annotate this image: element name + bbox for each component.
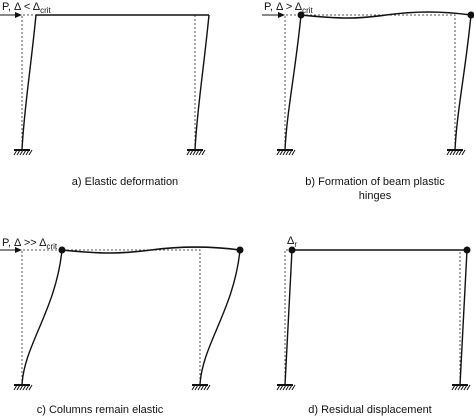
hatch: [186, 149, 191, 156]
label-main: Δ: [287, 235, 295, 247]
hatch: [203, 384, 208, 391]
load-label: P, Δ > Δcrit: [264, 1, 314, 15]
hatch: [25, 149, 30, 156]
hatch: [194, 384, 199, 391]
hatch: [19, 384, 24, 391]
hatch: [22, 384, 27, 391]
hatch: [198, 149, 203, 156]
plastic-hinge: [467, 11, 474, 19]
load-label: Δr: [287, 235, 297, 249]
plastic-hinge: [297, 11, 305, 19]
hatch: [276, 384, 281, 391]
column: [21, 14, 37, 151]
caption: b) Formation of beam plastic hinges: [305, 176, 445, 202]
column: [284, 14, 302, 151]
label-main: P, Δ > Δ: [264, 1, 303, 13]
original-frame: [21, 14, 196, 150]
arrow-head: [15, 12, 22, 18]
hatch: [454, 384, 459, 391]
hatch: [461, 149, 466, 156]
column: [284, 249, 293, 386]
caption: c) Columns remain elastic: [36, 404, 164, 416]
hatch: [449, 149, 454, 156]
hatch: [195, 149, 200, 156]
label-sub: crit: [302, 6, 313, 15]
hatch: [22, 149, 27, 156]
arrow-head: [15, 247, 22, 253]
hatch: [452, 149, 457, 156]
column: [199, 249, 241, 386]
original-frame: [284, 14, 456, 150]
beam: [300, 11, 472, 19]
hatch: [288, 384, 293, 391]
plastic-hinge: [58, 246, 66, 254]
hatch: [276, 149, 281, 156]
hatch: [25, 384, 30, 391]
column: [454, 14, 472, 151]
hatch: [28, 384, 33, 391]
caption: d) Residual displacement: [308, 404, 432, 416]
hatch: [13, 149, 18, 156]
hatch: [291, 384, 296, 391]
load-label: P, Δ < Δcrit: [2, 1, 52, 15]
original-frame: [21, 249, 201, 385]
hatch: [457, 384, 462, 391]
column: [459, 249, 468, 386]
hatch: [458, 149, 463, 156]
hatch: [201, 149, 206, 156]
column: [194, 14, 210, 151]
label-main: P, Δ < Δ: [2, 1, 41, 13]
hatch: [189, 149, 194, 156]
hatch: [197, 384, 202, 391]
hatch: [282, 149, 287, 156]
arrow-head: [278, 12, 285, 18]
hatch: [446, 149, 451, 156]
hatch: [28, 149, 33, 156]
hatch: [466, 384, 471, 391]
hatch: [279, 384, 284, 391]
column: [21, 249, 63, 386]
hatch: [192, 149, 197, 156]
hatch: [451, 384, 456, 391]
hatch: [282, 384, 287, 391]
hatch: [200, 384, 205, 391]
hatch: [206, 384, 211, 391]
hatch: [285, 149, 290, 156]
original-frame: [284, 249, 461, 385]
plastic-hinge: [288, 246, 296, 254]
label-sub: crit: [40, 6, 51, 15]
hatch: [13, 384, 18, 391]
plastic-hinge: [236, 246, 244, 254]
plastic-hinge: [463, 246, 471, 254]
hatch: [191, 384, 196, 391]
hatch: [463, 384, 468, 391]
caption: a) Elastic deformation: [71, 176, 179, 188]
hatch: [285, 384, 290, 391]
label-sub: r: [294, 240, 297, 249]
hatch: [291, 149, 296, 156]
hatch: [455, 149, 460, 156]
hatch: [16, 149, 21, 156]
beam: [61, 246, 241, 254]
load-label: P, Δ >> Δcrit: [2, 237, 58, 251]
hatch: [460, 384, 465, 391]
label-main: P, Δ >> Δ: [2, 237, 47, 249]
hatch: [19, 149, 24, 156]
label-sub: crit: [46, 242, 57, 251]
hatch: [16, 384, 21, 391]
hatch: [288, 149, 293, 156]
hatch: [279, 149, 284, 156]
